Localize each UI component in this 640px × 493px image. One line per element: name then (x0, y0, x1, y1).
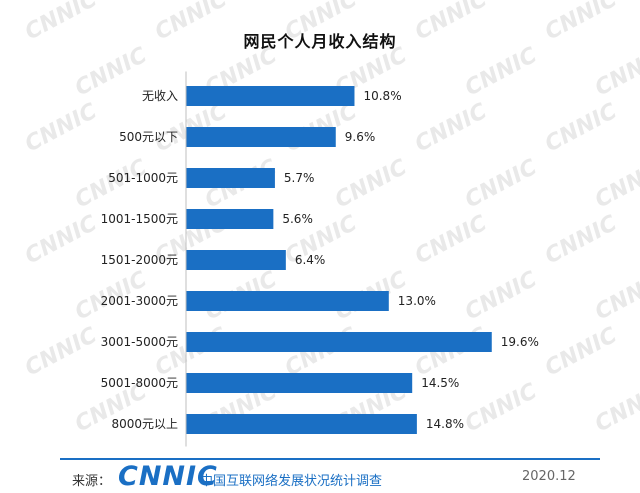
data-label: 14.8% (426, 417, 464, 431)
data-label: 13.0% (398, 294, 436, 308)
data-label: 10.8% (363, 89, 401, 103)
data-label: 9.6% (345, 130, 376, 144)
footer: 来源： CNNIC 中国互联网络发展状况统计调查 2020.12 (0, 456, 640, 493)
data-label: 14.5% (421, 376, 459, 390)
data-label: 19.6% (501, 335, 539, 349)
date-label: 2020.12 (522, 469, 576, 484)
category-label: 500元以下 (119, 130, 178, 144)
bar (186, 332, 492, 352)
category-label: 无收入 (142, 89, 178, 103)
bar-chart: 无收入 10.8% 500元以下 9.6% 501-1000元 5.7% 1001-1500… (101, 71, 539, 447)
bar (186, 127, 336, 147)
bar (186, 291, 389, 311)
source-label: 来源： (72, 474, 112, 489)
category-label: 5001-8000元 (101, 376, 178, 390)
brand-logo: CNNIC (118, 461, 218, 492)
footer-divider (60, 458, 600, 460)
bar (186, 373, 413, 393)
bar (186, 86, 355, 106)
category-label: 1501-2000元 (101, 253, 178, 267)
category-label: 501-1000元 (108, 171, 178, 185)
category-label: 8000元以上 (111, 417, 178, 431)
bar (186, 414, 417, 434)
bar (186, 250, 286, 270)
category-label: 2001-3000元 (101, 294, 178, 308)
chart-title: 网民个人月收入结构 (243, 32, 397, 51)
org-name: 中国互联网络发展状况统计调查 (200, 474, 383, 489)
data-label: 5.6% (282, 212, 313, 226)
bar (186, 168, 275, 188)
category-label: 1001-1500元 (101, 212, 178, 226)
data-label: 6.4% (295, 253, 326, 267)
bar (186, 209, 274, 229)
data-label: 5.7% (284, 171, 315, 185)
category-label: 3001-5000元 (101, 335, 178, 349)
